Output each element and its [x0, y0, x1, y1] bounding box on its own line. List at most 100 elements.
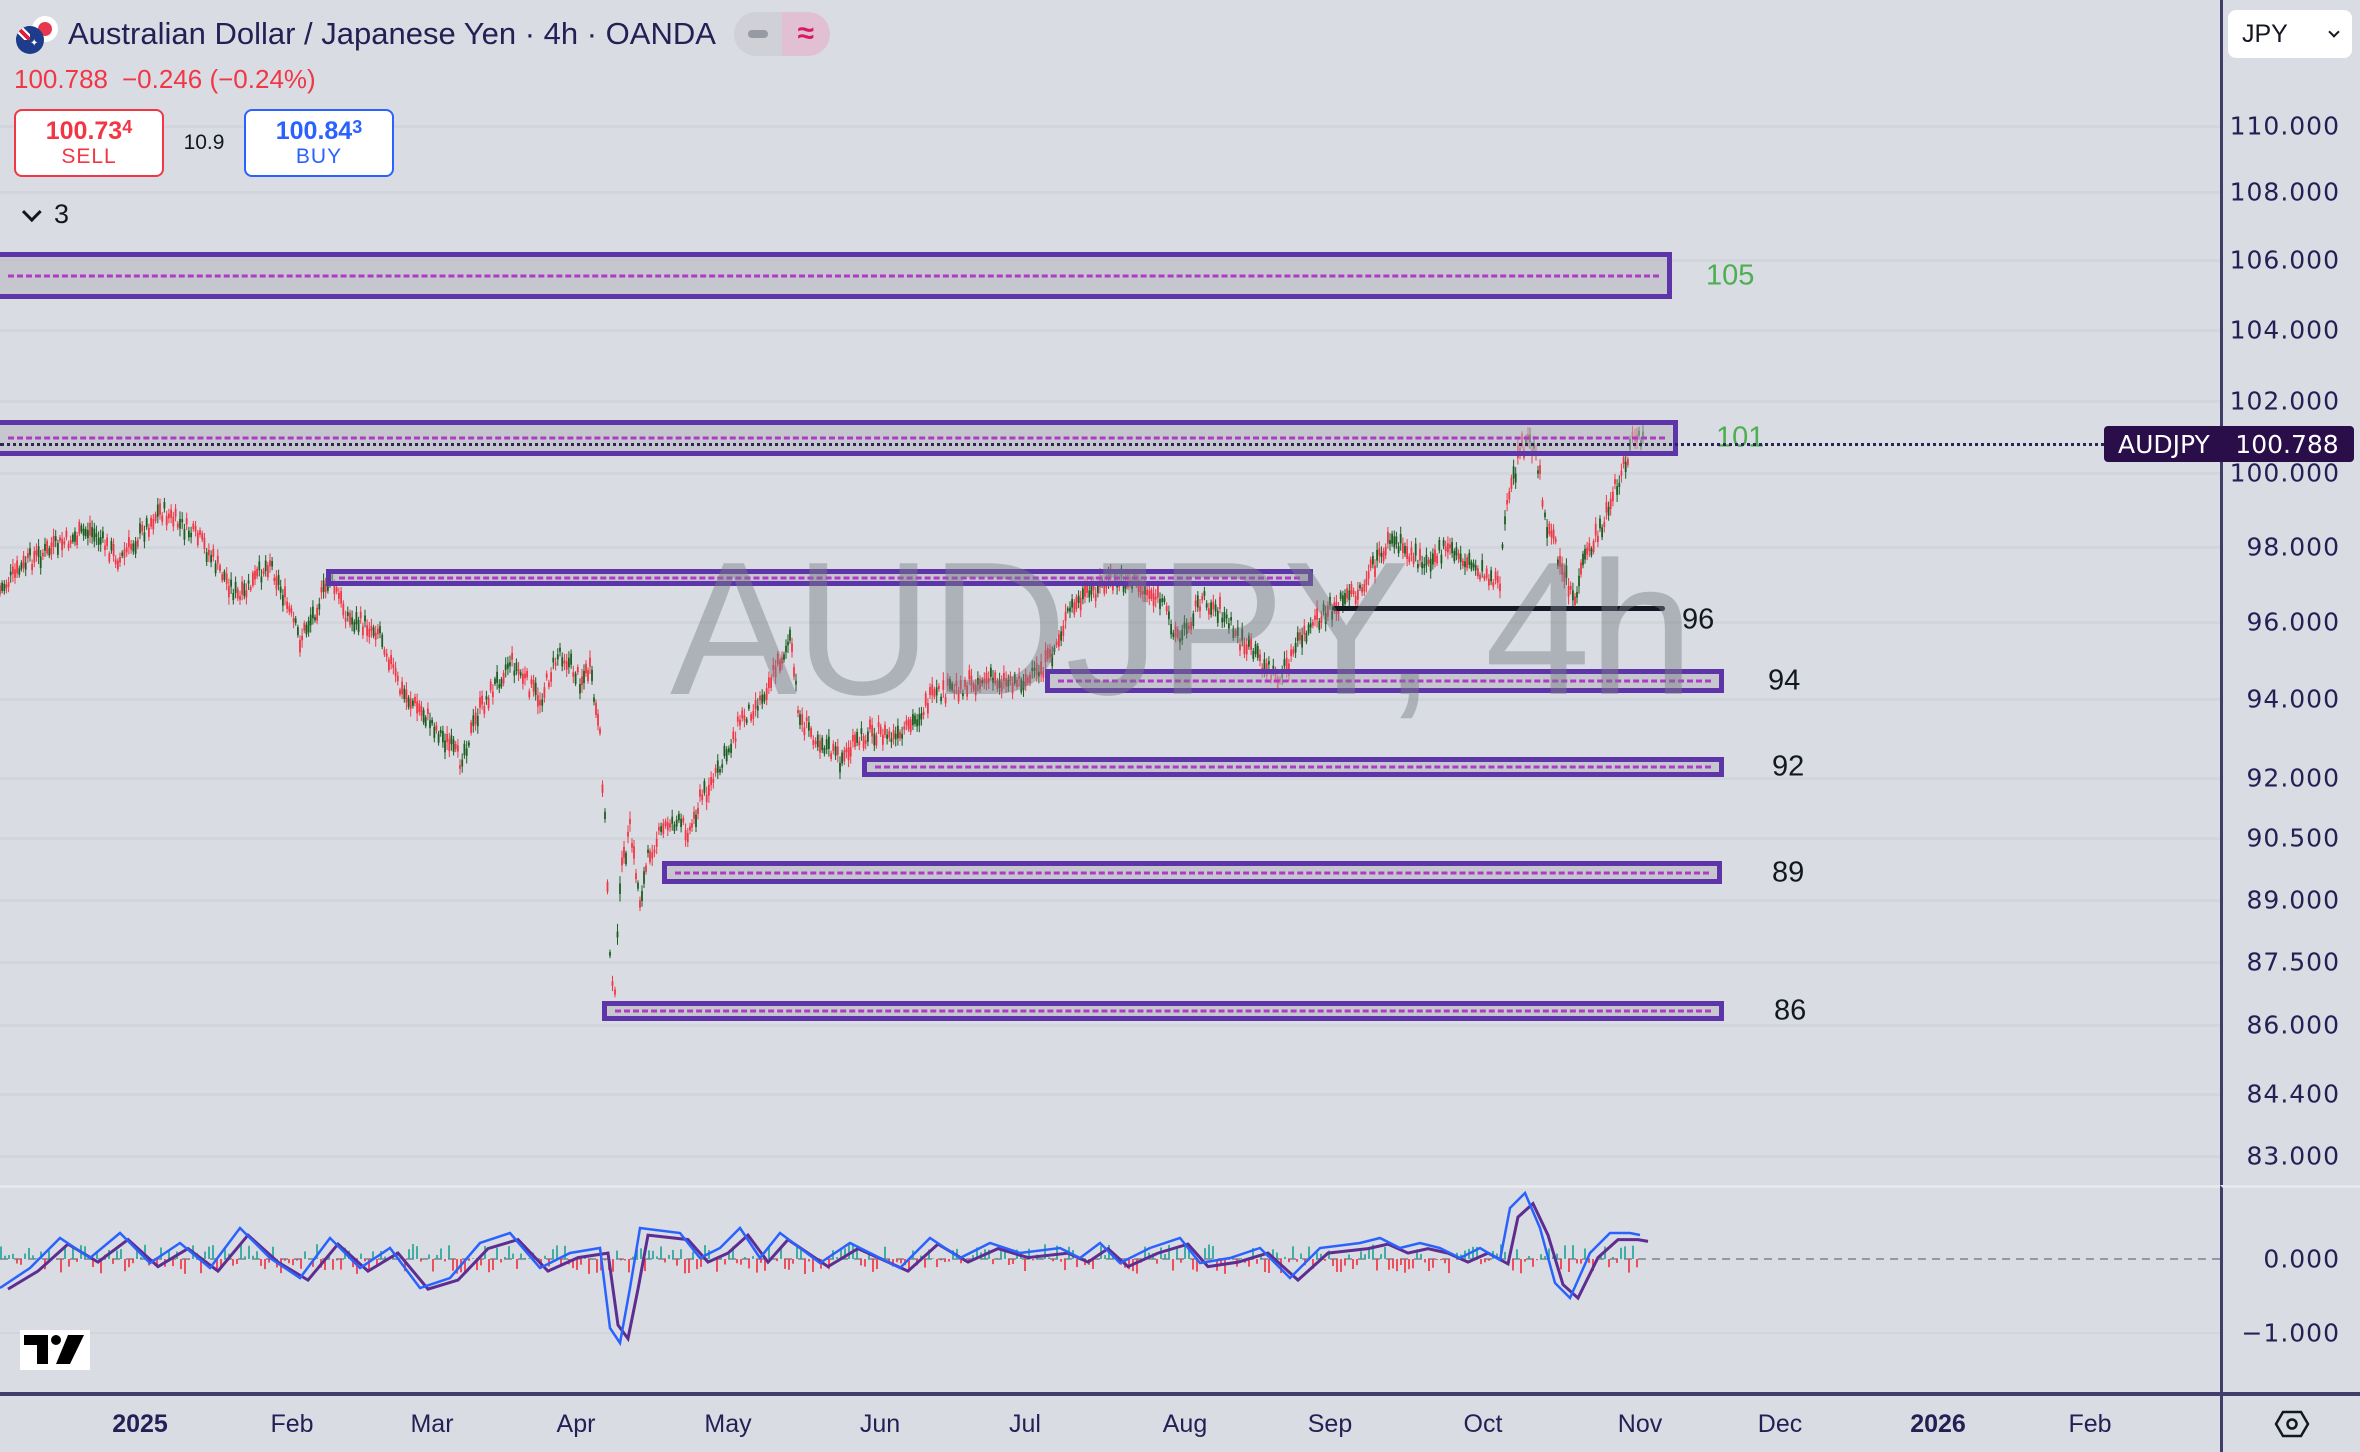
currency-value: JPY — [2242, 19, 2288, 48]
buy-price: 100.843 — [275, 116, 363, 145]
zone-midline — [339, 576, 1300, 579]
sell-price: 100.734 — [45, 116, 133, 145]
sell-label: SELL — [61, 145, 117, 169]
price-axis-label: 90.500 — [2246, 823, 2340, 853]
time-axis-label: Dec — [1757, 1410, 1803, 1438]
time-axis-label: Jun — [859, 1410, 901, 1438]
gridline — [0, 329, 2220, 332]
time-axis-label: Mar — [410, 1410, 454, 1438]
gridline — [0, 546, 2220, 549]
candlestick-series — [0, 423, 1644, 998]
zone-midline — [875, 765, 1711, 769]
price-axis-label: 92.000 — [2246, 763, 2340, 793]
chevron-down-icon — [2328, 26, 2340, 38]
symbol-price-tag: AUDJPY — [2104, 426, 2224, 462]
price-axis-label: 83.000 — [2246, 1141, 2340, 1171]
zone-label: 105 — [1706, 259, 1755, 291]
gridline — [0, 125, 2220, 128]
zone-label: 94 — [1768, 664, 1801, 697]
gridline — [0, 777, 2220, 780]
level-line-label: 96 — [1682, 603, 1715, 636]
buy-label: BUY — [295, 145, 343, 169]
last-price: 100.788 — [14, 64, 108, 94]
price-axis-label: 102.000 — [2229, 386, 2340, 416]
last-price-line — [0, 443, 2220, 446]
price-zone-rectangle[interactable] — [862, 757, 1724, 777]
last-price-tag: 100.788 — [2220, 426, 2354, 462]
indicators-collapse-button[interactable]: 3 — [21, 199, 830, 230]
legend-toggle[interactable]: ≈ — [733, 12, 830, 56]
chart-legend: Australian Dollar / Japanese Yen · 4h · … — [14, 12, 830, 230]
symbol-title[interactable]: Australian Dollar / Japanese Yen · 4h · … — [68, 16, 716, 51]
zone-label: 89 — [1772, 856, 1805, 888]
time-axis-label: Aug — [1162, 1410, 1208, 1438]
price-zone-rectangle[interactable] — [662, 861, 1722, 884]
price-change: −0.246 (−0.24%) — [121, 64, 316, 94]
axis-settings-button[interactable] — [2220, 1396, 2360, 1452]
price-zone-rectangle[interactable] — [326, 569, 1313, 586]
time-axis-label: Feb — [2068, 1410, 2112, 1438]
currency-select[interactable]: JPY — [2228, 10, 2352, 58]
tradingview-logo-icon[interactable] — [20, 1330, 90, 1370]
gridline — [0, 400, 2220, 403]
price-zone-rectangle[interactable] — [0, 252, 1672, 299]
time-axis[interactable]: 2025 Feb Mar Apr May Jun Jul Aug Sep Oct Nov Dec 202… — [0, 1392, 2360, 1452]
time-axis-label: Nov — [1617, 1410, 1663, 1438]
zone-label: 86 — [1774, 994, 1807, 1027]
gridline — [0, 621, 2220, 624]
price-zone-rectangle[interactable] — [602, 1001, 1724, 1021]
gridline — [0, 1093, 2220, 1096]
price-axis-label: 86.000 — [2246, 1010, 2340, 1040]
gridline — [0, 899, 2220, 902]
price-axis-label: 110.000 — [2229, 111, 2340, 141]
gridline — [0, 191, 2220, 194]
gridline — [0, 472, 2220, 475]
time-axis-label: Apr — [556, 1410, 596, 1438]
price-axis-label: 87.500 — [2246, 947, 2340, 977]
price-axis-label: 84.400 — [2246, 1079, 2340, 1109]
zone-midline — [1058, 679, 1711, 683]
time-axis-label: Oct — [1463, 1410, 1503, 1438]
gridline — [0, 837, 2220, 840]
gridline — [0, 1024, 2220, 1027]
aud-jpy-flag-icon — [14, 12, 60, 56]
price-axis-label: 106.000 — [2229, 245, 2340, 275]
zone-midline — [675, 871, 1709, 874]
gridline — [0, 961, 2220, 964]
time-axis-label: 2026 — [1910, 1410, 1966, 1438]
buy-button[interactable]: 100.843 BUY — [244, 109, 394, 177]
price-axis-label: 108.000 — [2229, 177, 2340, 207]
indicators-count: 3 — [54, 199, 70, 229]
oscillator-axis-label: 0.000 — [2263, 1244, 2340, 1274]
spread-value: 10.9 — [183, 131, 225, 154]
sell-button[interactable]: 100.734 SELL — [14, 109, 164, 177]
approx-wave-icon[interactable]: ≈ — [781, 12, 830, 56]
gridline — [0, 1155, 2220, 1158]
price-axis-label: 100.000 — [2229, 458, 2340, 488]
time-axis-label: 2025 — [112, 1410, 168, 1438]
zone-midline — [8, 274, 1659, 277]
price-zone-rectangle[interactable] — [1045, 669, 1724, 693]
zone-midline — [615, 1009, 1711, 1013]
oscillator-pane[interactable] — [0, 1185, 2220, 1392]
minus-pill-icon[interactable] — [733, 12, 782, 56]
price-pane[interactable]: AUDJPY, 4h 105 101 94 92 89 86 96 — [0, 0, 2220, 1185]
level-line[interactable] — [1332, 606, 1665, 611]
oscillator-series — [0, 1190, 2220, 1347]
oscillator-axis[interactable]: 0.000 −1.000 — [2220, 1185, 2360, 1392]
symbol-watermark: AUDJPY, 4h — [670, 523, 1694, 735]
price-axis[interactable]: 110.000 108.000 106.000 104.000 102.000 100.0… — [2220, 0, 2360, 1185]
price-axis-label: 94.000 — [2246, 684, 2340, 714]
time-axis-label: May — [704, 1410, 752, 1438]
gridline — [0, 698, 2220, 701]
time-axis-label: Jul — [1009, 1410, 1041, 1438]
zone-label: 101 — [1716, 421, 1765, 454]
oscillator-axis-label: −1.000 — [2241, 1318, 2340, 1348]
price-axis-label: 89.000 — [2246, 885, 2340, 915]
price-axis-label: 98.000 — [2246, 532, 2340, 562]
price-axis-label: 96.000 — [2246, 607, 2340, 637]
quote-row: 100.788 −0.246 (−0.24%) — [14, 64, 830, 95]
zone-midline — [8, 436, 1665, 440]
price-zone-rectangle[interactable] — [0, 420, 1678, 456]
